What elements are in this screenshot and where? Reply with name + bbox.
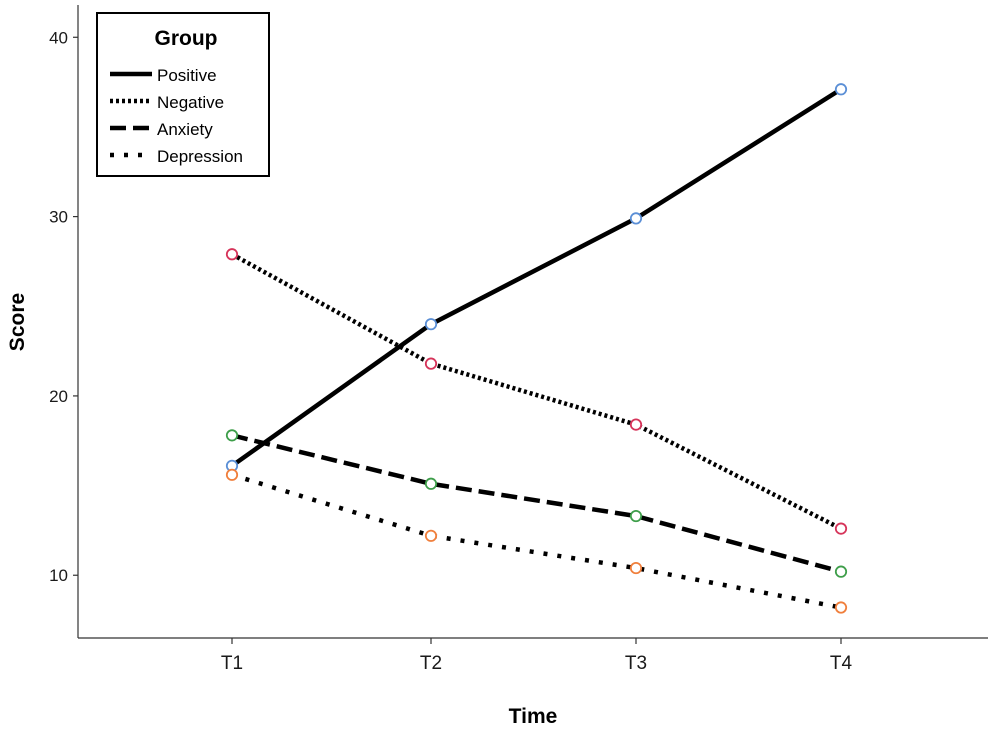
x-axis-title: Time	[509, 705, 558, 728]
y-tick-label: 40	[49, 28, 68, 47]
data-point-positive	[424, 318, 438, 331]
data-point-depression	[424, 529, 438, 542]
legend-label-positive: Positive	[157, 66, 217, 85]
data-point-anxiety	[629, 509, 643, 523]
data-point-depression	[225, 468, 239, 481]
legend-box	[96, 12, 270, 177]
data-point-anxiety	[424, 477, 438, 490]
legend-title: Group	[155, 27, 218, 50]
legend-items: Positive Negative Anxiety Depression	[110, 66, 243, 166]
legend-label-negative: Negative	[157, 93, 224, 112]
series-line-anxiety	[231, 433, 842, 574]
x-tick-label: T1	[221, 653, 243, 674]
data-point-depression	[834, 601, 848, 614]
x-ticks: T1 T2 T3 T4	[221, 638, 853, 674]
data-point-depression	[629, 561, 643, 575]
x-tick-label: T4	[830, 653, 853, 674]
x-tick-label: T2	[420, 653, 442, 674]
series-markers	[225, 83, 848, 614]
legend-label-anxiety: Anxiety	[157, 120, 213, 139]
legend: Group Positive Negative Anxiety Depression	[96, 12, 270, 177]
series-lines	[230, 87, 843, 610]
data-point-anxiety	[225, 429, 239, 442]
x-tick-label: T3	[625, 653, 647, 674]
y-tick-label: 30	[49, 208, 68, 227]
y-axis-title: Score	[6, 293, 29, 351]
y-ticks: 10 20 30 40	[49, 28, 78, 585]
y-tick-label: 20	[49, 387, 68, 406]
series-line-depression	[231, 472, 842, 610]
data-point-negative	[225, 248, 239, 261]
data-point-anxiety	[834, 565, 848, 578]
legend-label-depression: Depression	[157, 147, 243, 166]
data-point-negative	[629, 418, 643, 431]
series-line-positive	[230, 87, 843, 468]
data-point-negative	[424, 357, 438, 370]
axes	[77, 5, 988, 639]
data-point-positive	[834, 83, 848, 96]
y-tick-label: 10	[49, 566, 68, 585]
data-point-positive	[629, 212, 643, 225]
data-point-negative	[834, 522, 848, 535]
